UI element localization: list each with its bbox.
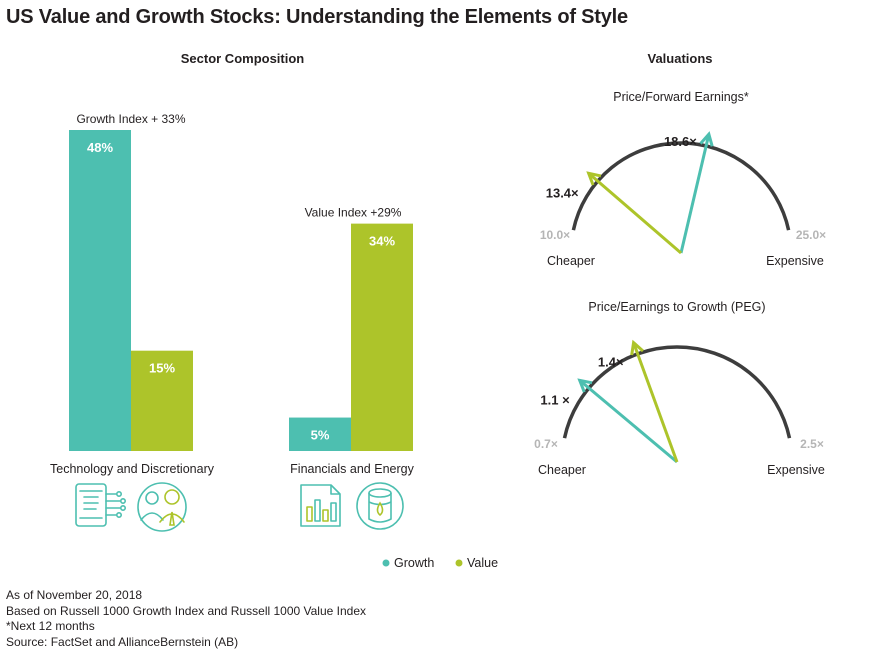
bar-value-1 bbox=[351, 223, 413, 451]
gauge-cheaper-label: Cheaper bbox=[547, 254, 595, 268]
chart-title: US Value and Growth Stocks: Understandin… bbox=[6, 6, 628, 28]
bar-growth-1 bbox=[289, 417, 351, 451]
sector-bar-chart: 48% 15% Growth Index + 33% Technology and D… bbox=[50, 112, 415, 476]
gauge-arc bbox=[562, 345, 792, 439]
note-basis: Based on Russell 1000 Growth Index and R… bbox=[6, 603, 367, 618]
needle-value-label: 1.4× bbox=[598, 355, 624, 370]
gauge-expensive-label: Expensive bbox=[766, 254, 824, 268]
legend-swatch bbox=[455, 559, 463, 567]
bar-growth-0 bbox=[69, 130, 131, 451]
gauge-title: Price/Forward Earnings* bbox=[613, 90, 749, 104]
oil-barrel-icon bbox=[356, 482, 404, 530]
needle-growth: 18.6× bbox=[664, 131, 714, 254]
note-asterisk: *Next 12 months bbox=[6, 619, 95, 633]
bar-chart-document-icon bbox=[300, 484, 341, 527]
bar-value-label: 15% bbox=[149, 361, 175, 376]
gauge-min-label: 0.7× bbox=[534, 437, 558, 451]
gauge-expensive-label: Expensive bbox=[767, 463, 825, 477]
people-icon bbox=[137, 482, 187, 532]
needle-value: 13.4× bbox=[546, 171, 682, 255]
note-date: As of November 20, 2018 bbox=[6, 588, 143, 602]
needle-line bbox=[578, 379, 678, 464]
needle-value-label: 1.1 × bbox=[540, 392, 570, 407]
legend-label: Growth bbox=[394, 556, 434, 570]
footnotes: As of November 20, 2018 Based on Russell… bbox=[6, 588, 366, 650]
needle-arrowhead bbox=[699, 131, 714, 147]
gauge-title: Price/Earnings to Growth (PEG) bbox=[588, 300, 765, 314]
gauge-price-forward-earnings: Price/Forward Earnings* 10.0× 25.0× Cheaper… bbox=[540, 90, 826, 268]
gauge-arc bbox=[571, 141, 791, 231]
gauge-cheaper-label: Cheaper bbox=[538, 463, 586, 477]
gauge-min-label: 10.0× bbox=[540, 228, 570, 242]
gauge-max-label: 2.5× bbox=[800, 437, 824, 451]
category-label: Technology and Discretionary bbox=[50, 462, 215, 476]
needle-value: 1.4× bbox=[598, 339, 679, 463]
note-source: Source: FactSet and AllianceBernstein (A… bbox=[6, 634, 239, 649]
group-annotation: Value Index +29% bbox=[305, 206, 402, 220]
sector-icons bbox=[75, 482, 404, 532]
valuation-gauges: Price/Forward Earnings* 10.0× 25.0× Cheaper… bbox=[534, 90, 826, 477]
tablet-circuit-icon bbox=[75, 483, 127, 527]
needle-arrowhead bbox=[630, 339, 644, 356]
needle-value-label: 18.6× bbox=[664, 134, 697, 149]
bar-value-label: 48% bbox=[87, 140, 113, 155]
legend-label: Value bbox=[467, 556, 498, 570]
gauge-peg: Price/Earnings to Growth (PEG) 0.7× 2.5× Ch… bbox=[534, 300, 825, 477]
group-annotation: Growth Index + 33% bbox=[76, 112, 185, 126]
legend: Growth Value bbox=[382, 556, 498, 570]
needle-growth: 1.1 × bbox=[540, 378, 678, 464]
legend-swatch bbox=[382, 559, 390, 567]
gauge-max-label: 25.0× bbox=[796, 228, 826, 242]
bar-value-0 bbox=[131, 350, 193, 451]
category-label: Financials and Energy bbox=[290, 462, 414, 476]
needle-arrowhead bbox=[577, 378, 593, 393]
legend-item-growth: Growth bbox=[382, 556, 434, 570]
bar-value-label: 5% bbox=[311, 428, 330, 443]
needle-line bbox=[587, 172, 682, 255]
bar-value-label: 34% bbox=[369, 234, 395, 249]
needle-line bbox=[632, 342, 679, 463]
valuations-title: Valuations bbox=[647, 51, 713, 66]
legend-item-value: Value bbox=[455, 556, 498, 570]
needle-arrowhead bbox=[586, 171, 602, 186]
needle-value-label: 13.4× bbox=[546, 185, 579, 200]
sector-composition-title: Sector Composition bbox=[180, 51, 305, 66]
needle-line bbox=[679, 133, 711, 254]
